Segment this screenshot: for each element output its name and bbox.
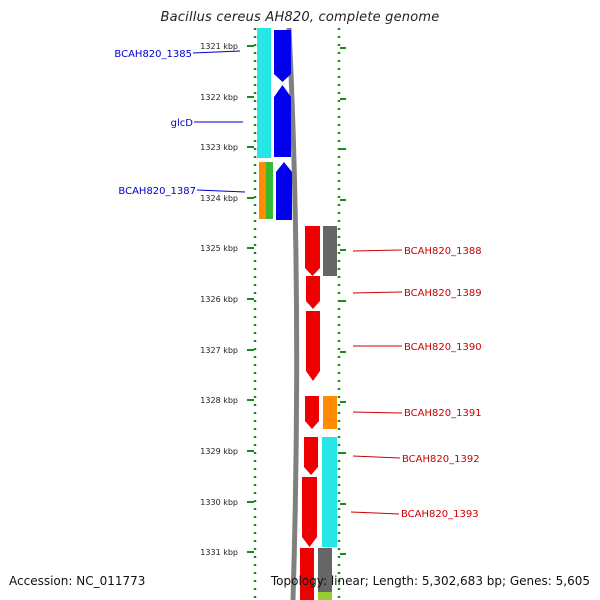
gene-blue-arrow-1 [274,30,291,82]
accession-label: Accession: NC_011773 [9,574,146,588]
gene-features [257,28,337,600]
backbone-line [286,27,300,600]
gene-red-arrow-1390 [306,311,320,381]
right-gene-label: BCAH820_1393 [401,509,479,520]
scale-label: 1330 kbp [200,498,238,507]
right-leader-line [352,455,401,459]
left-gene-label: BCAH820_1387 [118,186,196,197]
gene-cyan-block [257,28,271,158]
gene-red-arrow-1392 [304,437,318,475]
gene-red-arrow-1389 [306,276,320,309]
gene-orange-block-1391 [323,396,337,429]
left-gene-label: glcD [171,118,194,129]
scale-label: 1324 kbp [200,194,238,203]
right-gene-label: BCAH820_1389 [404,288,482,299]
gene-gray-block-1388 [323,226,337,276]
right-leader-line [352,249,403,252]
left-leader-line [192,50,241,54]
genome-summary: Topology: linear; Length: 5,302,683 bp; … [270,574,590,588]
gene-red-arrow-1388 [305,226,320,276]
gene-cyan-block-1392 [322,437,337,547]
right-gene-label: BCAH820_1392 [402,454,480,465]
gene-gray-block-bottom [318,548,332,593]
right-leader-line [350,511,400,515]
scale-label: 1325 kbp [200,244,238,253]
scale-label: 1331 kbp [200,548,238,557]
gene-red-arrow-1391 [305,396,319,429]
gene-red-arrow-1393 [302,477,317,547]
gene-blue-arrow-2 [274,85,291,157]
gene-blue-arrow-3 [276,162,292,220]
gene-lime-block-bottom [318,592,332,600]
scale-label: 1323 kbp [200,143,238,152]
backbone-track [286,27,300,600]
scale-label: 1321 kbp [200,42,238,51]
left-leader-line [196,189,246,193]
label-leaders: BCAH820_1385 glcD BCAH820_1387 BCAH820_1388… [114,49,481,520]
scale-label: 1328 kbp [200,396,238,405]
gene-orange-block-left [259,162,267,219]
left-gene-label: BCAH820_1385 [114,49,192,60]
right-gene-label: BCAH820_1388 [404,246,482,257]
kbp-scale: 1321 kbp 1322 kbp 1323 kbp 1324 kbp 1325 kbp… [200,42,346,557]
right-gene-label: BCAH820_1390 [404,342,482,353]
genome-title: Bacillus cereus AH820, complete genome [160,10,440,25]
scale-label: 1326 kbp [200,295,238,304]
scale-label: 1327 kbp [200,346,238,355]
gene-green-block [266,162,273,219]
right-gene-label: BCAH820_1391 [404,408,482,419]
scale-label: 1329 kbp [200,447,238,456]
gene-red-block-bottom [300,548,314,600]
scale-label: 1322 kbp [200,93,238,102]
right-leader-line [352,411,403,414]
right-leader-line [352,291,403,294]
